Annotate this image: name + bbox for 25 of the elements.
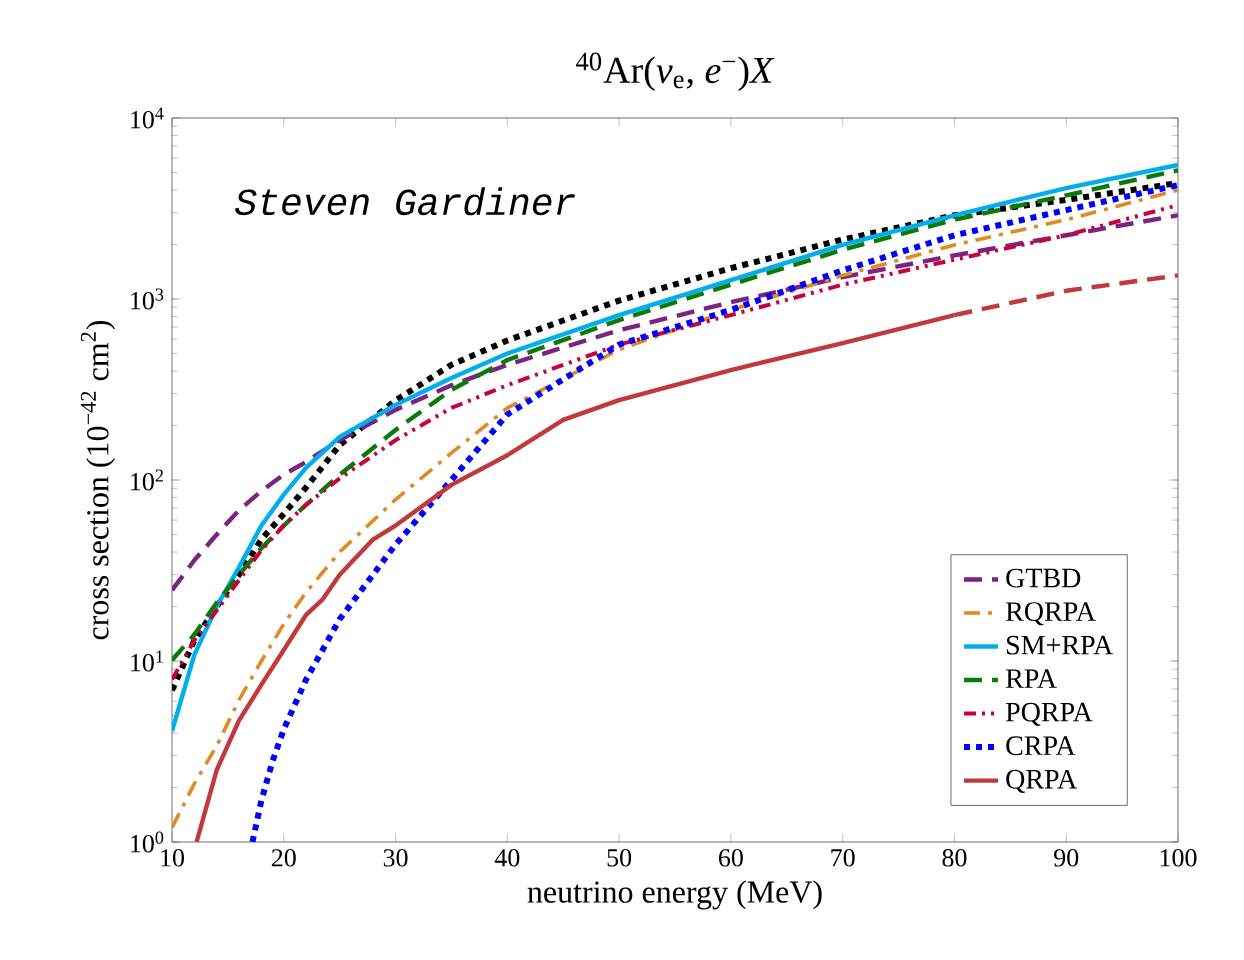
y-axis-title: cross section (10$^{−42}$ cm$^{2}$) xyxy=(80,320,116,640)
x-tick-label: 40 xyxy=(494,849,520,867)
x-tick-label: 20 xyxy=(271,849,296,867)
legend-label: CRPA xyxy=(1006,736,1076,756)
legend-label: QRPA xyxy=(1006,769,1078,793)
legend-label: RQRPA xyxy=(1005,602,1096,626)
x-tick-label: 100 xyxy=(1160,849,1197,867)
x-tick-label: 10 xyxy=(161,849,185,867)
x-tick-label: 30 xyxy=(383,849,408,867)
legend-label: SM+RPA xyxy=(1007,635,1114,655)
chart-title: $^{40}$Ar(ν$_{e}$, e$^{−}$)X xyxy=(576,52,775,91)
y-tick-label: 10$^{3}$ xyxy=(131,288,164,310)
y-tick-label: 10$^{1}$ xyxy=(131,650,163,672)
x-tick-label: 80 xyxy=(942,849,967,867)
annotation: Steven Gardiner xyxy=(235,187,575,216)
x-axis-title: neutrino energy (MeV) xyxy=(527,880,822,910)
x-tick-label: 60 xyxy=(719,849,743,867)
legend-label: RPA xyxy=(1005,669,1057,688)
y-tick-label: 10$^{4}$ xyxy=(131,107,164,129)
x-tick-label: 50 xyxy=(607,849,632,867)
x-tick-label: 70 xyxy=(831,849,855,867)
x-tick-label: 90 xyxy=(1054,849,1079,867)
y-tick-label: 10$^{2}$ xyxy=(131,469,163,491)
legend-label: PQRPA xyxy=(1005,702,1093,726)
legend-label: GTBD xyxy=(1006,568,1081,588)
